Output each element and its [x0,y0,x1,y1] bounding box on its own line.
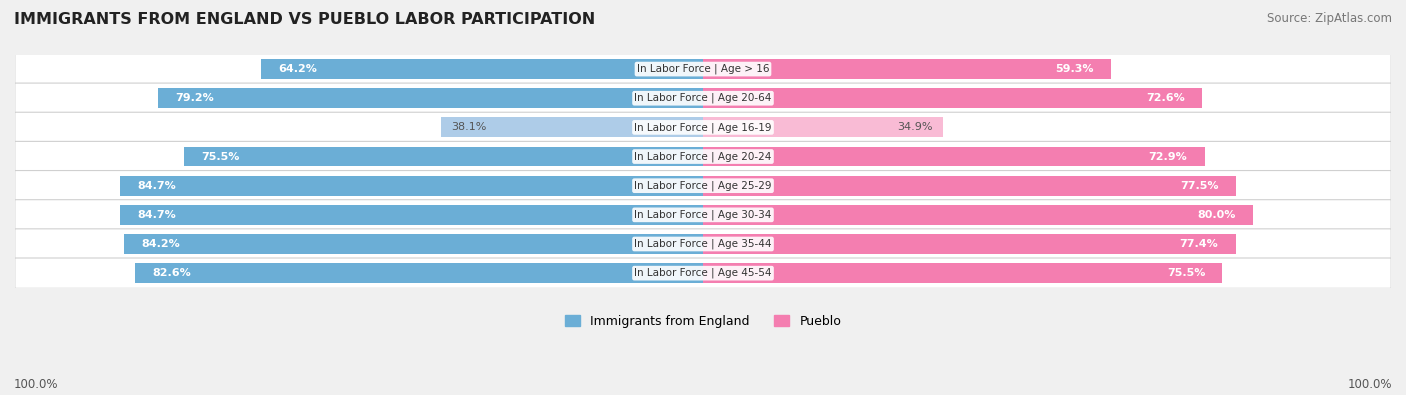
Text: 77.5%: 77.5% [1181,181,1219,191]
Bar [703,263,1222,283]
Bar [703,234,1236,254]
FancyBboxPatch shape [15,83,1391,113]
Text: 77.4%: 77.4% [1180,239,1219,249]
Text: 84.2%: 84.2% [141,239,180,249]
Bar [121,205,703,225]
Text: In Labor Force | Age 20-24: In Labor Force | Age 20-24 [634,151,772,162]
Text: Source: ZipAtlas.com: Source: ZipAtlas.com [1267,12,1392,25]
Text: 75.5%: 75.5% [201,152,239,162]
FancyBboxPatch shape [15,54,1391,84]
FancyBboxPatch shape [15,229,1391,259]
FancyBboxPatch shape [15,200,1391,230]
Text: 79.2%: 79.2% [176,93,214,103]
Text: 75.5%: 75.5% [1167,268,1205,278]
Bar [121,176,703,196]
Text: 38.1%: 38.1% [451,122,486,132]
Bar [703,117,943,137]
Bar [703,176,1236,196]
Text: In Labor Force | Age 20-64: In Labor Force | Age 20-64 [634,93,772,103]
Bar [184,147,703,166]
Text: 72.9%: 72.9% [1149,152,1187,162]
Text: 100.0%: 100.0% [1347,378,1392,391]
Text: IMMIGRANTS FROM ENGLAND VS PUEBLO LABOR PARTICIPATION: IMMIGRANTS FROM ENGLAND VS PUEBLO LABOR … [14,12,595,27]
Text: 59.3%: 59.3% [1056,64,1094,74]
FancyBboxPatch shape [15,112,1391,143]
Text: In Labor Force | Age 16-19: In Labor Force | Age 16-19 [634,122,772,133]
Bar [703,88,1202,108]
Bar [157,88,703,108]
Text: In Labor Force | Age 45-54: In Labor Force | Age 45-54 [634,268,772,278]
Bar [703,59,1111,79]
Text: 64.2%: 64.2% [278,64,318,74]
Text: 84.7%: 84.7% [138,181,176,191]
Bar [703,147,1205,166]
Bar [135,263,703,283]
Text: In Labor Force | Age 35-44: In Labor Force | Age 35-44 [634,239,772,249]
Text: 84.7%: 84.7% [138,210,176,220]
Bar [262,59,703,79]
FancyBboxPatch shape [15,258,1391,288]
Bar [441,117,703,137]
Bar [703,205,1253,225]
FancyBboxPatch shape [15,141,1391,172]
Legend: Immigrants from England, Pueblo: Immigrants from England, Pueblo [560,310,846,333]
Bar [124,234,703,254]
Text: In Labor Force | Age 30-34: In Labor Force | Age 30-34 [634,210,772,220]
FancyBboxPatch shape [15,171,1391,201]
Text: In Labor Force | Age 25-29: In Labor Force | Age 25-29 [634,181,772,191]
Text: 82.6%: 82.6% [152,268,191,278]
Text: 34.9%: 34.9% [897,122,932,132]
Text: 72.6%: 72.6% [1146,93,1185,103]
Text: 100.0%: 100.0% [14,378,59,391]
Text: 80.0%: 80.0% [1198,210,1236,220]
Text: In Labor Force | Age > 16: In Labor Force | Age > 16 [637,64,769,74]
